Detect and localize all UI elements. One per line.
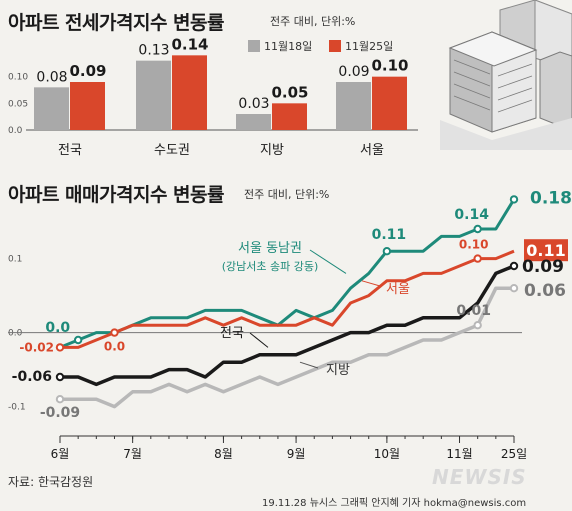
series-sub-seoul-southeast: (강남서초 송파 강동) (222, 260, 319, 273)
series-line-black (60, 264, 515, 387)
apartment-ground (440, 118, 572, 150)
series-value-label-red: 0.0 (104, 340, 125, 354)
bar-value-label: 0.14 (171, 35, 208, 53)
legend-item-nov18: 11월18일 (248, 38, 312, 54)
bar-value-label: 0.08 (36, 69, 67, 85)
line-xtick-label: 11월 (446, 447, 472, 461)
bar (172, 55, 207, 130)
line-xtick-label: 25일 (501, 447, 527, 461)
bottom-chart-unit: 전주 대비, 단위:% (244, 188, 330, 201)
series-leader-teal (309, 249, 347, 274)
bar-ytick-label: 0.05 (8, 99, 28, 109)
series-marker-black (509, 261, 519, 271)
line-xtick-label: 9월 (287, 447, 306, 461)
line-ytick-label: -0.1 (8, 403, 26, 413)
series-marker-black (55, 372, 65, 382)
series-value-label-teal: 0.14 (454, 207, 489, 223)
bar-value-label: 0.09 (69, 62, 106, 80)
series-marker-lightgray (473, 321, 482, 330)
top-chart-unit: 전주 대비, 단위:% (270, 15, 356, 28)
series-name-national: 전국 (220, 326, 244, 341)
series-marker-teal (73, 335, 83, 345)
series-value-label-lightgray: 0.01 (456, 303, 491, 319)
top-chart-title: 아파트 전세가격지수 변동률 (8, 12, 225, 34)
series-marker-teal (382, 247, 392, 256)
series-marker-teal (473, 224, 482, 234)
bar (34, 87, 69, 130)
series-name-seoul: 서울 (386, 282, 410, 297)
series-name-regional: 지방 (326, 363, 350, 378)
line-chart: 0.1 0.0 -0.1 6월 7월 8월 9월 10월 11월 25일 0.0 0.11 0.14 0.… (8, 190, 572, 461)
line-xtick-label: 10월 (374, 447, 400, 461)
line-xtick-label: 6월 (51, 447, 70, 461)
legend-label-nov18: 11월18일 (264, 40, 313, 53)
series-marker-red (473, 254, 482, 263)
series-leader-black (249, 332, 269, 348)
series-value-label-teal: 0.0 (45, 320, 70, 336)
series-line-red (60, 249, 515, 349)
series-value-label-lightgray: 0.06 (524, 281, 566, 301)
source-note: 자료: 한국감정원 (8, 475, 94, 489)
series-value-label-teal: 0.11 (372, 227, 407, 243)
bar (336, 82, 371, 130)
apartment-building-right (539, 51, 572, 127)
series-marker-red (110, 328, 119, 337)
line-ytick-label: 0.1 (8, 255, 22, 265)
series-value-label-black: -0.06 (12, 369, 52, 385)
line-xtick-label: 8월 (214, 447, 233, 461)
bar (236, 114, 271, 130)
newsis-watermark: NEWSIS (432, 465, 527, 489)
apartment-building-icon (440, 0, 572, 150)
series-value-label-lightgray: -0.09 (40, 405, 80, 421)
bottom-chart-title: 아파트 매매가격지수 변동률 (8, 184, 225, 206)
apartment-building-front (448, 31, 538, 133)
bar-category-label: 서울 (360, 143, 384, 158)
bar-category-label: 수도권 (154, 143, 190, 158)
bar-category-label: 지방 (260, 143, 284, 158)
series-marker-red (55, 343, 65, 352)
bar (70, 82, 105, 130)
legend-item-nov25: 11월25일 (329, 38, 393, 54)
bar (372, 76, 407, 130)
seoul-last-value-label: 0.11 (526, 241, 565, 260)
legend-swatch-red (329, 40, 341, 52)
line-ytick-label: 0.0 (8, 329, 23, 339)
bar-value-label: 0.03 (238, 96, 269, 112)
bar-ytick-label: 0.10 (8, 73, 28, 83)
line-xtick-label: 7월 (123, 447, 142, 461)
series-value-label-red: 0.10 (459, 238, 489, 252)
credit-note: 19.11.28 뉴시스 그래픽 안지혜 기자 hokma@newsis.com (262, 498, 527, 509)
bar-value-label: 0.13 (138, 43, 169, 59)
series-marker-teal (509, 195, 519, 204)
bar (136, 60, 171, 130)
bar-category-label: 전국 (58, 143, 82, 158)
bar (272, 103, 307, 130)
bar-ytick-label: 0.0 (8, 126, 23, 136)
series-value-label-teal: 0.18 (530, 190, 572, 208)
series-leader-red (361, 280, 381, 287)
series-name-seoul-southeast: 서울 동남권 (238, 241, 302, 256)
series-value-label-black: 0.09 (522, 257, 564, 277)
series-marker-lightgray (509, 284, 519, 293)
seoul-last-value-box (524, 239, 568, 262)
series-marker-lightgray (55, 395, 65, 404)
bar-value-label: 0.05 (271, 83, 308, 101)
series-line-lightgray (60, 286, 514, 409)
series-value-label-red: -0.02 (19, 340, 54, 354)
bar-value-label: 0.09 (338, 64, 369, 80)
bar-value-label: 0.10 (371, 57, 408, 75)
legend-swatch-gray (248, 40, 260, 52)
series-leader-gray (299, 361, 319, 369)
legend-label-nov25: 11월25일 (345, 40, 394, 53)
